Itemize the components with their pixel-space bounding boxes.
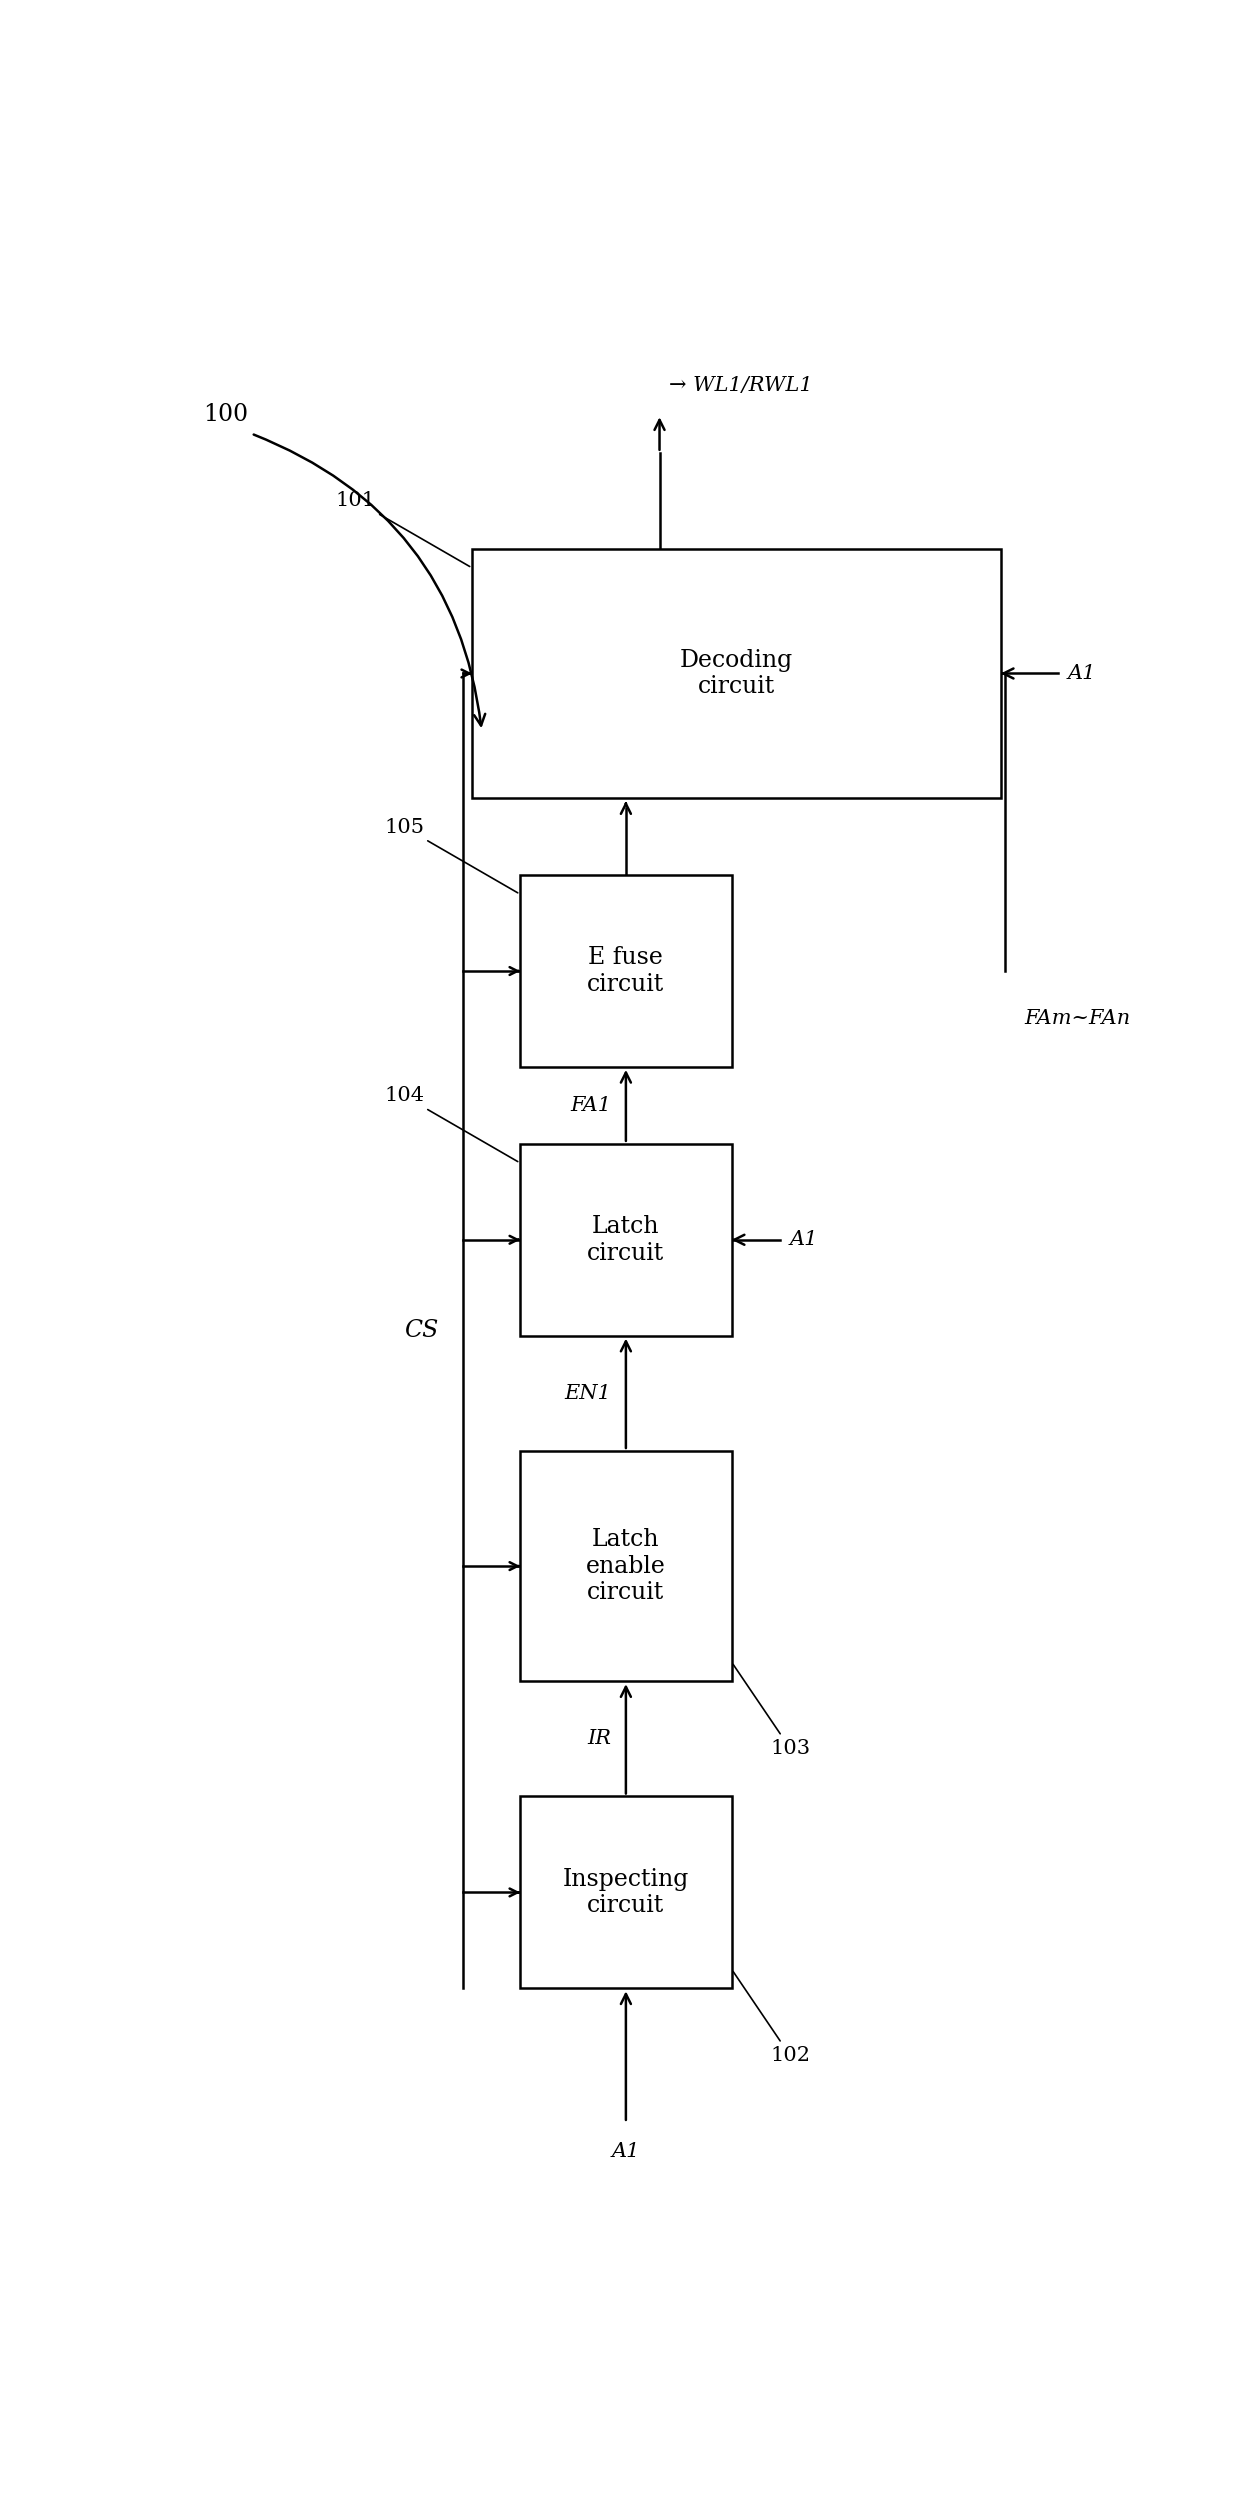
Text: Latch
enable
circuit: Latch enable circuit xyxy=(587,1528,666,1603)
Bar xyxy=(521,1451,732,1680)
Text: A1: A1 xyxy=(611,2141,640,2161)
Text: A1: A1 xyxy=(789,1229,817,1249)
Text: 105: 105 xyxy=(384,818,518,892)
Text: 100: 100 xyxy=(203,404,248,426)
Text: E fuse
circuit: E fuse circuit xyxy=(588,947,665,995)
Text: 101: 101 xyxy=(336,491,470,566)
Text: Decoding
circuit: Decoding circuit xyxy=(680,648,794,698)
Bar xyxy=(521,1144,732,1336)
Text: → WL1/RWL1: → WL1/RWL1 xyxy=(670,376,812,396)
Text: IR: IR xyxy=(588,1730,611,1748)
Bar xyxy=(521,1797,732,1989)
Bar xyxy=(521,875,732,1067)
Text: 103: 103 xyxy=(733,1665,810,1758)
Text: CS: CS xyxy=(404,1319,439,1341)
Text: A1: A1 xyxy=(1068,663,1096,683)
Text: 102: 102 xyxy=(733,1972,810,2064)
Text: 104: 104 xyxy=(384,1087,518,1162)
Bar xyxy=(472,548,1001,798)
Text: EN1: EN1 xyxy=(564,1384,611,1404)
Text: FAm~FAn: FAm~FAn xyxy=(1024,1010,1131,1030)
Text: FA1: FA1 xyxy=(570,1097,611,1114)
Text: Latch
circuit: Latch circuit xyxy=(588,1214,665,1264)
Text: Inspecting
circuit: Inspecting circuit xyxy=(563,1867,689,1917)
